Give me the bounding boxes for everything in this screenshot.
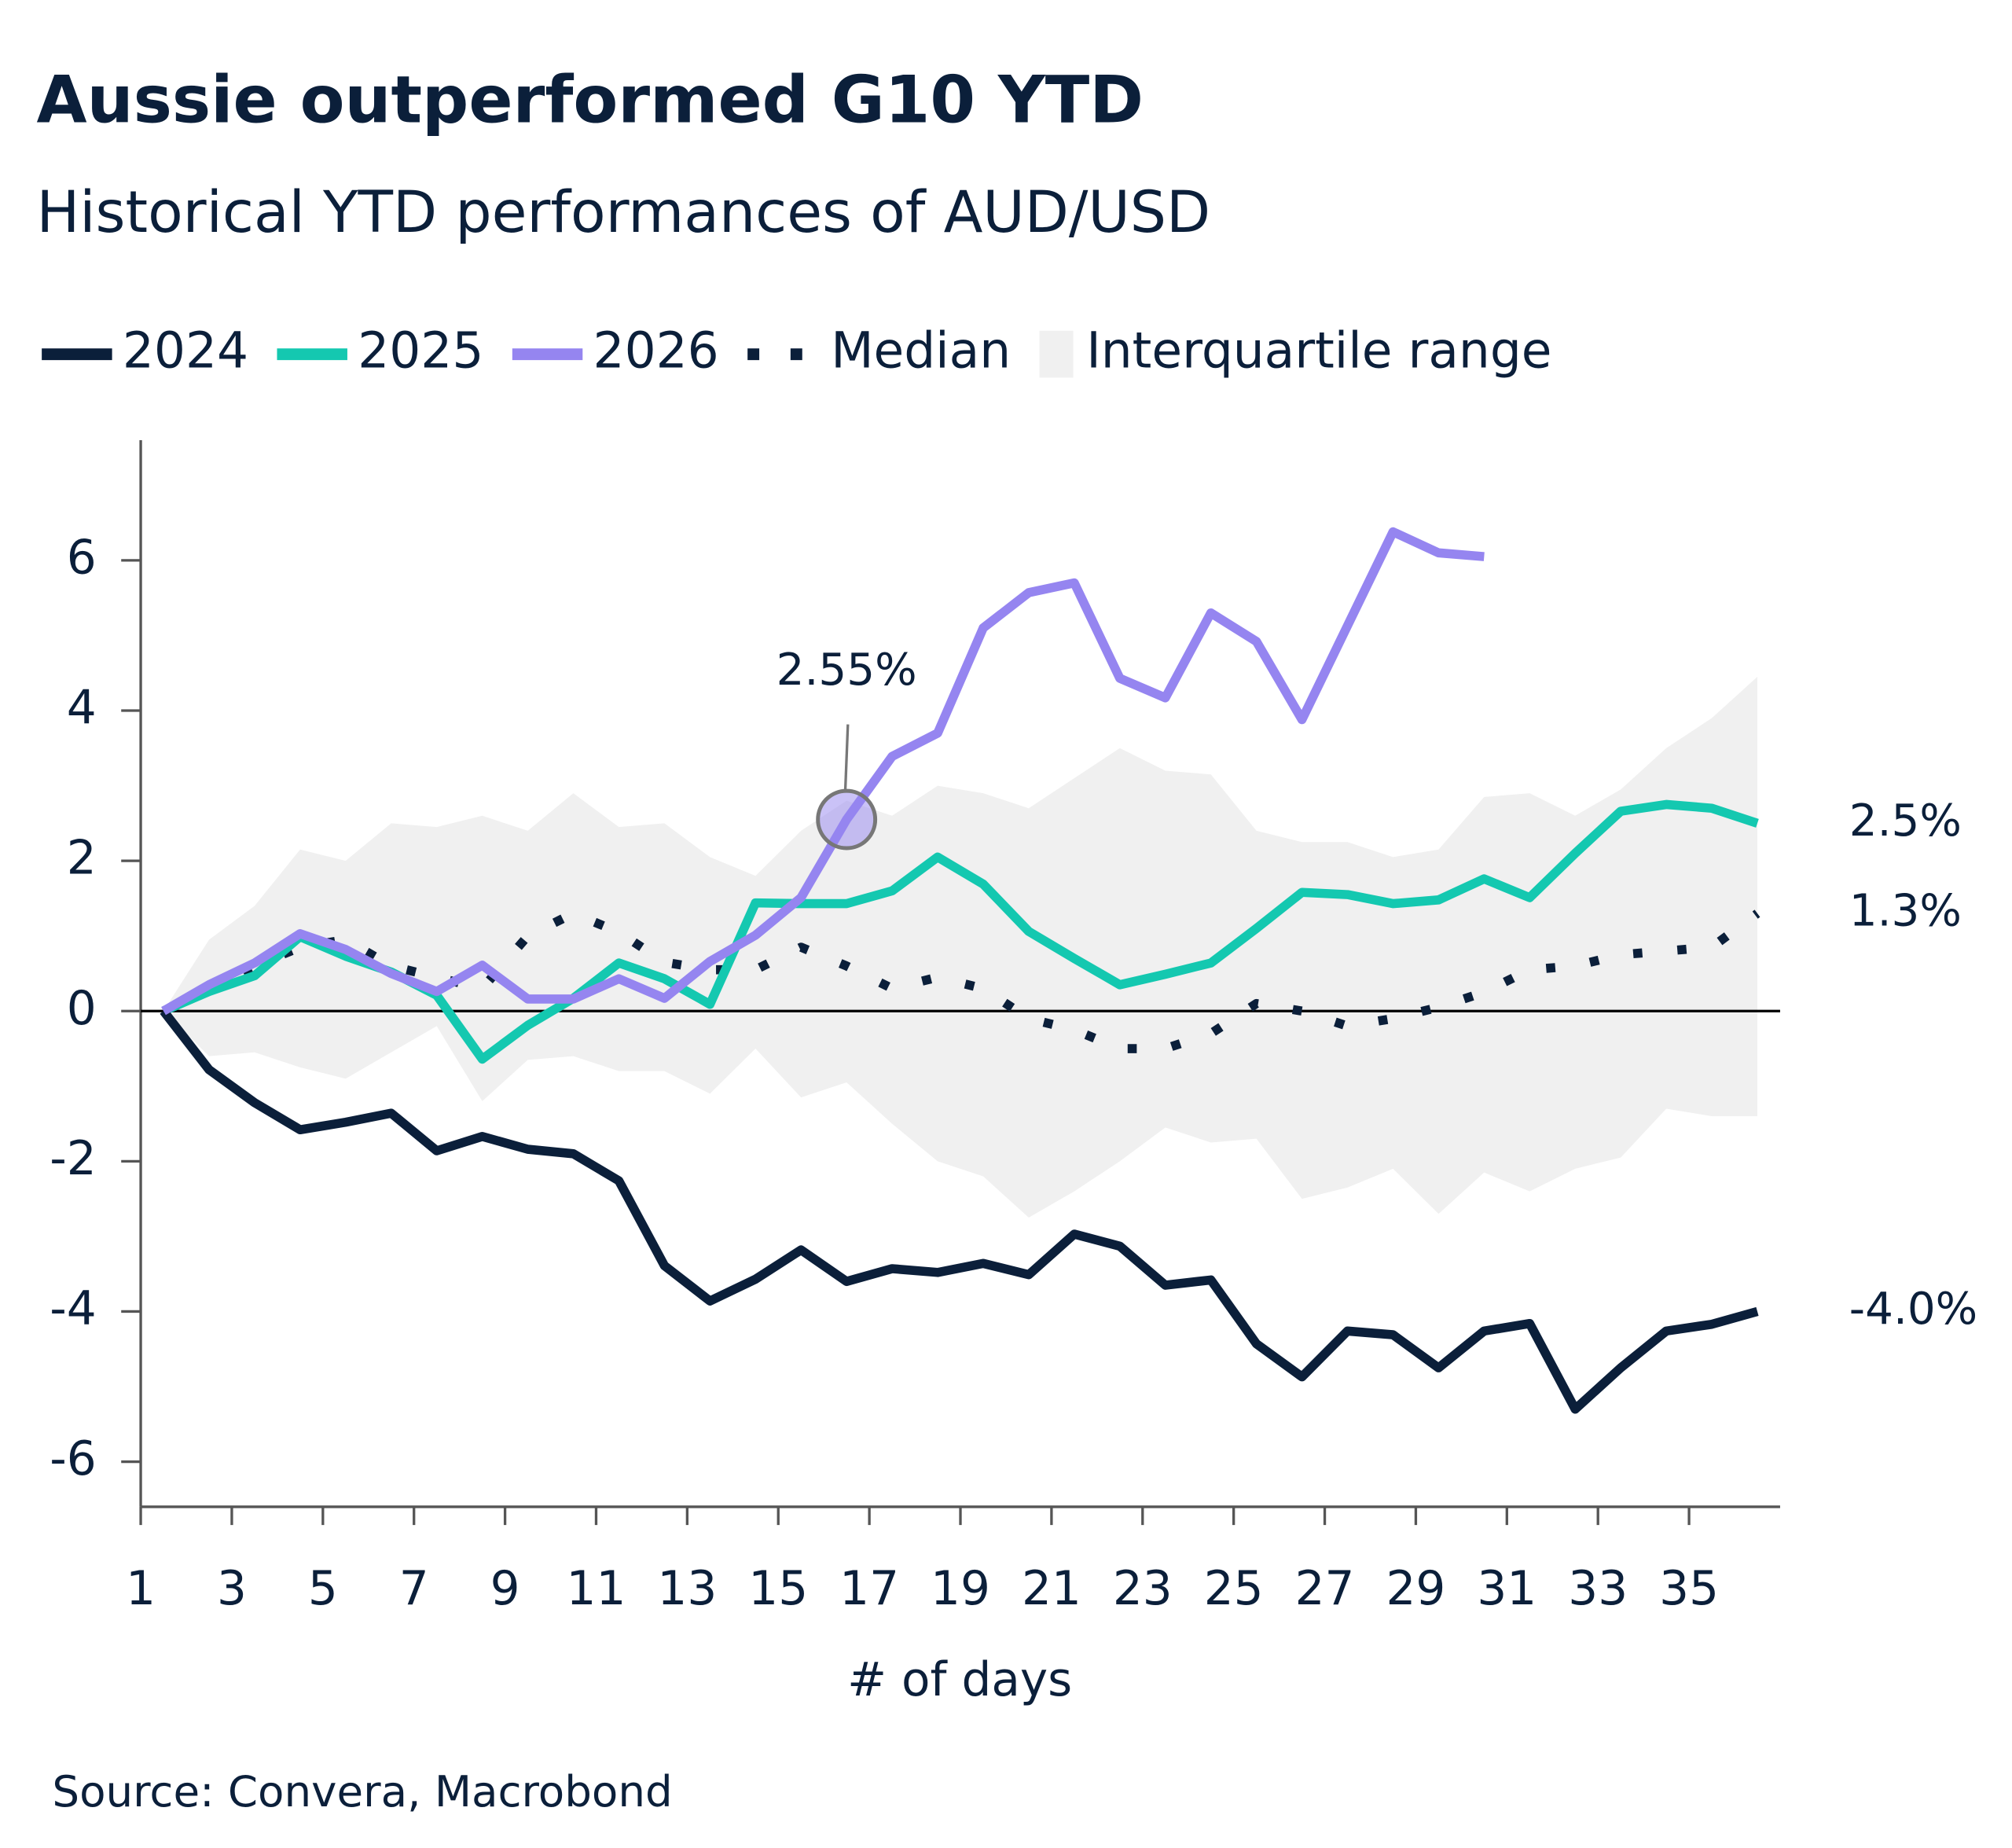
x-tick-label: 27: [1295, 1562, 1355, 1616]
legend-label: 2026: [593, 322, 719, 380]
chart-title: Aussie outperformed G10 YTD: [37, 61, 1144, 138]
y-tick-label: -6: [50, 1432, 96, 1486]
y-tick-label: -2: [50, 1132, 96, 1186]
legend-label: Median: [831, 322, 1011, 380]
x-tick-label: 5: [308, 1562, 338, 1616]
line-0: [160, 1008, 1759, 1414]
x-tick-label: 33: [1568, 1562, 1628, 1616]
annotation-marker: [816, 788, 878, 851]
end-label: -4.0%: [1849, 1284, 1977, 1335]
x-tick-label: 1: [126, 1562, 156, 1616]
x-tick-label: 11: [567, 1562, 626, 1616]
y-tick-label: 0: [67, 982, 97, 1036]
x-tick-label: 7: [399, 1562, 429, 1616]
x-tick-label: 23: [1113, 1562, 1173, 1616]
x-tick-label: 35: [1659, 1562, 1719, 1616]
annotation-leader: [843, 724, 850, 792]
x-tick-label: 29: [1386, 1562, 1445, 1616]
plot-area: [141, 527, 1780, 1414]
annotation-label: 2.55%: [777, 645, 917, 696]
x-tick-label: 31: [1477, 1562, 1537, 1616]
source-note: Source: Convera, Macrobond: [52, 1766, 672, 1817]
x-tick-label: 3: [217, 1562, 247, 1616]
y-tick-label: -4: [50, 1282, 96, 1336]
x-tick-label: 19: [931, 1562, 990, 1616]
y-tick-label: 6: [67, 531, 97, 585]
x-axis-label: # of days: [847, 1653, 1072, 1707]
x-tick-label: 15: [748, 1562, 808, 1616]
legend-label: 2025: [358, 322, 483, 380]
x-tick-label: 17: [839, 1562, 899, 1616]
x-tick-label: 13: [657, 1562, 717, 1616]
legend-swatch: [1039, 330, 1074, 378]
legend-label: 2024: [123, 322, 248, 380]
chart-subtitle: Historical YTD performances of AUD/USD: [37, 179, 1211, 246]
legend-label: Interquartile range: [1086, 322, 1551, 380]
y-tick-label: 2: [67, 832, 97, 886]
y-tick-label: 4: [67, 682, 97, 736]
x-tick-label: 25: [1204, 1562, 1264, 1616]
x-tick-label: 9: [490, 1562, 520, 1616]
iqr-band: [163, 677, 1757, 1218]
line-2: [161, 527, 1485, 1016]
end-label: 2.5%: [1849, 795, 1962, 847]
end-label: 1.3%: [1849, 886, 1962, 937]
x-tick-label: 21: [1022, 1562, 1081, 1616]
